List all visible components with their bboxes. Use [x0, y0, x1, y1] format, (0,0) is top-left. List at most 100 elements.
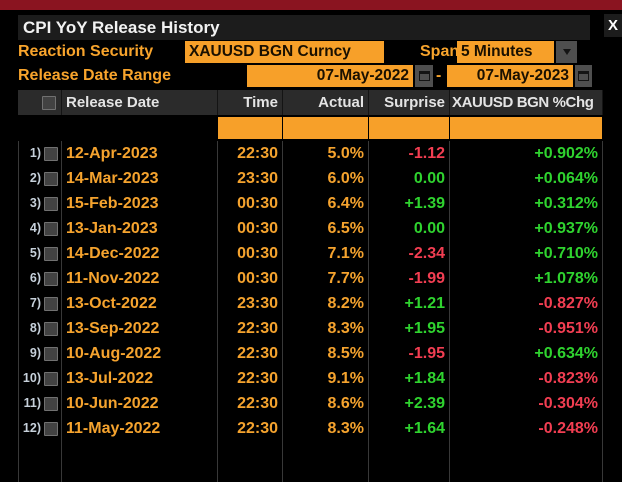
date-range-label: Release Date Range [18, 67, 171, 84]
table-row[interactable]: 5) 14-Dec-2022 00:30 7.1% -2.34 +0.710% [18, 241, 603, 266]
row-checkbox[interactable] [44, 396, 58, 411]
release-date-cell: 11-Nov-2022 [62, 266, 218, 291]
table-row[interactable]: 3) 15-Feb-2023 00:30 6.4% +1.39 +0.312% [18, 191, 603, 216]
chg-cell: -0.304% [450, 391, 603, 416]
filter-blank-cell [62, 115, 218, 141]
close-button[interactable]: X [604, 14, 622, 37]
time-cell: 22:30 [218, 391, 283, 416]
table-body: 1) 12-Apr-2023 22:30 5.0% -1.12 +0.902% … [18, 141, 603, 441]
table-row[interactable]: 9) 10-Aug-2022 22:30 8.5% -1.95 +0.634% [18, 341, 603, 366]
time-cell: 00:30 [218, 191, 283, 216]
table-row[interactable]: 2) 14-Mar-2023 23:30 6.0% 0.00 +0.064% [18, 166, 603, 191]
select-all-cell [18, 90, 62, 115]
surprise-cell: +1.21 [369, 291, 450, 316]
row-checkbox[interactable] [44, 346, 58, 361]
date-to-input[interactable]: 07-May-2023 [447, 65, 573, 87]
actual-cell: 7.1% [283, 241, 369, 266]
time-cell: 22:30 [218, 416, 283, 441]
row-checkbox[interactable] [44, 296, 58, 311]
col-header-time[interactable]: Time [218, 90, 283, 115]
release-history-table: Release Date Time Actual Surprise XAUUSD… [18, 90, 603, 482]
chg-filter-input[interactable] [450, 117, 602, 139]
actual-cell: 8.3% [283, 416, 369, 441]
chg-cell: +0.634% [450, 341, 603, 366]
row-number: 4) [29, 221, 41, 235]
col-header-actual[interactable]: Actual [283, 90, 369, 115]
surprise-cell: +1.64 [369, 416, 450, 441]
span-select[interactable]: 5 Minutes [457, 41, 554, 63]
release-date-cell: 13-Sep-2022 [62, 316, 218, 341]
date-to-calendar-button[interactable] [575, 65, 592, 87]
time-cell: 22:30 [218, 341, 283, 366]
table-header: Release Date Time Actual Surprise XAUUSD… [18, 90, 603, 115]
row-select-cell: 9) [18, 341, 62, 366]
table-row[interactable]: 10) 13-Jul-2022 22:30 9.1% +1.84 -0.823% [18, 366, 603, 391]
date-from-input[interactable]: 07-May-2022 [247, 65, 413, 87]
row-number: 10) [22, 371, 41, 385]
surprise-filter-input[interactable] [369, 117, 449, 139]
release-date-cell: 13-Oct-2022 [62, 291, 218, 316]
table-row[interactable]: 11) 10-Jun-2022 22:30 8.6% +2.39 -0.304% [18, 391, 603, 416]
time-cell: 00:30 [218, 266, 283, 291]
table-row[interactable]: 8) 13-Sep-2022 22:30 8.3% +1.95 -0.951% [18, 316, 603, 341]
actual-filter-input[interactable] [283, 117, 368, 139]
row-select-cell: 6) [18, 266, 62, 291]
chg-cell: -0.827% [450, 291, 603, 316]
page-title: CPI YoY Release History [23, 18, 220, 37]
row-checkbox[interactable] [44, 421, 58, 436]
chevron-down-icon [562, 49, 571, 55]
row-checkbox[interactable] [44, 171, 58, 186]
row-checkbox[interactable] [44, 371, 58, 386]
actual-cell: 8.3% [283, 316, 369, 341]
row-number: 11) [23, 396, 41, 410]
date-from-calendar-button[interactable] [415, 65, 433, 87]
table-row[interactable]: 12) 11-May-2022 22:30 8.3% +1.64 -0.248% [18, 416, 603, 441]
empty-cell [369, 441, 450, 482]
row-select-cell: 8) [18, 316, 62, 341]
row-select-cell: 12) [18, 416, 62, 441]
reaction-security-input[interactable]: XAUUSD BGN Curncy [185, 41, 384, 63]
time-cell: 23:30 [218, 166, 283, 191]
time-cell: 00:30 [218, 241, 283, 266]
row-number: 2) [29, 171, 41, 185]
actual-cell: 8.2% [283, 291, 369, 316]
empty-cell [283, 441, 369, 482]
chg-cell: -0.823% [450, 366, 603, 391]
row-select-cell: 2) [18, 166, 62, 191]
col-header-surprise[interactable]: Surprise [369, 90, 450, 115]
table-row[interactable]: 1) 12-Apr-2023 22:30 5.0% -1.12 +0.902% [18, 141, 603, 166]
time-cell: 22:30 [218, 366, 283, 391]
row-checkbox[interactable] [44, 271, 58, 286]
span-dropdown-button[interactable] [556, 41, 577, 63]
row-select-cell: 4) [18, 216, 62, 241]
row-checkbox[interactable] [44, 221, 58, 236]
empty-cell [218, 441, 283, 482]
table-row[interactable]: 6) 11-Nov-2022 00:30 7.7% -1.99 +1.078% [18, 266, 603, 291]
time-cell: 00:30 [218, 216, 283, 241]
actual-cell: 7.7% [283, 266, 369, 291]
release-date-cell: 13-Jul-2022 [62, 366, 218, 391]
col-header-release-date[interactable]: Release Date [62, 90, 218, 115]
filter-row [18, 115, 603, 141]
actual-cell: 6.4% [283, 191, 369, 216]
surprise-cell: +1.39 [369, 191, 450, 216]
row-checkbox[interactable] [44, 196, 58, 211]
release-date-cell: 15-Feb-2023 [62, 191, 218, 216]
actual-cell: 5.0% [283, 141, 369, 166]
table-row[interactable]: 4) 13-Jan-2023 00:30 6.5% 0.00 +0.937% [18, 216, 603, 241]
row-number: 3) [29, 196, 41, 210]
row-checkbox[interactable] [44, 146, 58, 161]
row-number: 9) [29, 346, 41, 360]
chg-cell: +0.710% [450, 241, 603, 266]
row-checkbox[interactable] [44, 246, 58, 261]
row-number: 5) [29, 246, 41, 260]
row-checkbox[interactable] [44, 321, 58, 336]
col-header-xauusd-chg[interactable]: XAUUSD BGN %Chg [450, 90, 603, 115]
release-date-cell: 10-Aug-2022 [62, 341, 218, 366]
select-all-checkbox[interactable] [42, 95, 56, 110]
row-number: 8) [29, 321, 41, 335]
time-filter-input[interactable] [218, 117, 282, 139]
surprise-cell: +2.39 [369, 391, 450, 416]
table-row[interactable]: 7) 13-Oct-2022 23:30 8.2% +1.21 -0.827% [18, 291, 603, 316]
